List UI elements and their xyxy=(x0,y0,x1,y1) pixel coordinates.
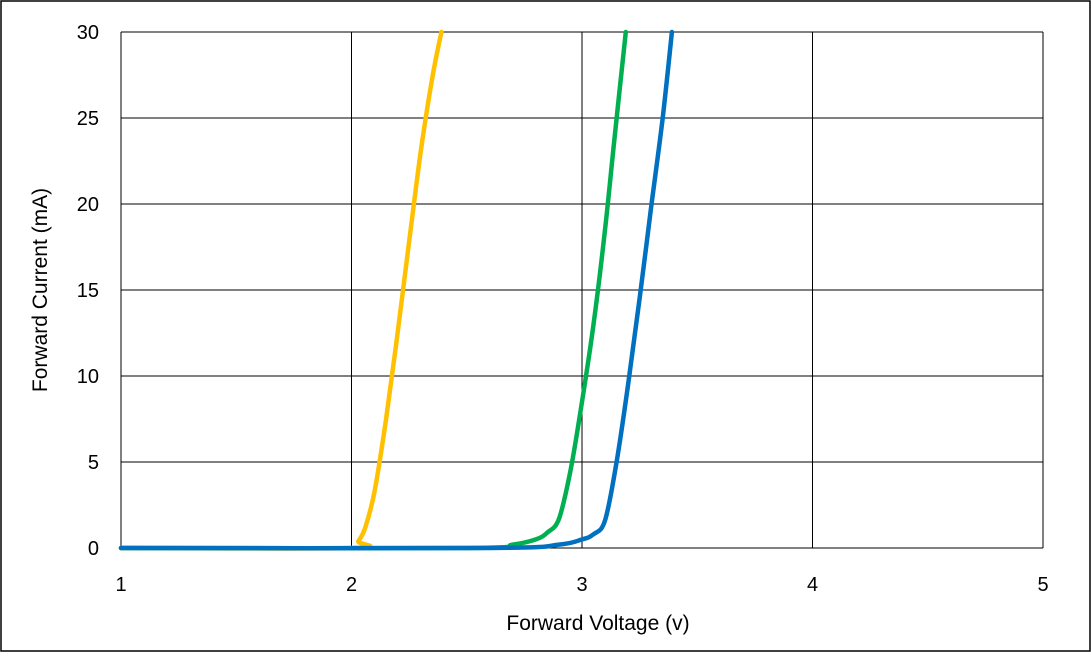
x-tick-label: 2 xyxy=(346,574,357,596)
x-axis-title: Forward Voltage (v) xyxy=(506,612,689,635)
tick-labels: 0 5 10 15 20 25 30 1 2 3 4 5 xyxy=(77,22,1049,596)
y-tick-label: 15 xyxy=(77,280,99,302)
y-tick-label: 10 xyxy=(77,366,99,388)
y-tick-label: 5 xyxy=(88,452,99,474)
y-tick-label: 20 xyxy=(77,194,99,216)
x-tick-label: 5 xyxy=(1037,574,1048,596)
y-axis-title: Forward Current (mA) xyxy=(29,188,52,392)
x-tick-label: 1 xyxy=(115,574,126,596)
y-tick-label: 30 xyxy=(77,22,99,44)
series-line-3 xyxy=(118,29,675,551)
y-tick-label: 25 xyxy=(77,108,99,130)
x-tick-label: 4 xyxy=(807,574,818,596)
grid-lines xyxy=(120,31,1044,549)
y-tick-label: 0 xyxy=(88,538,99,560)
series-layer xyxy=(118,29,675,551)
x-tick-label: 3 xyxy=(576,574,587,596)
